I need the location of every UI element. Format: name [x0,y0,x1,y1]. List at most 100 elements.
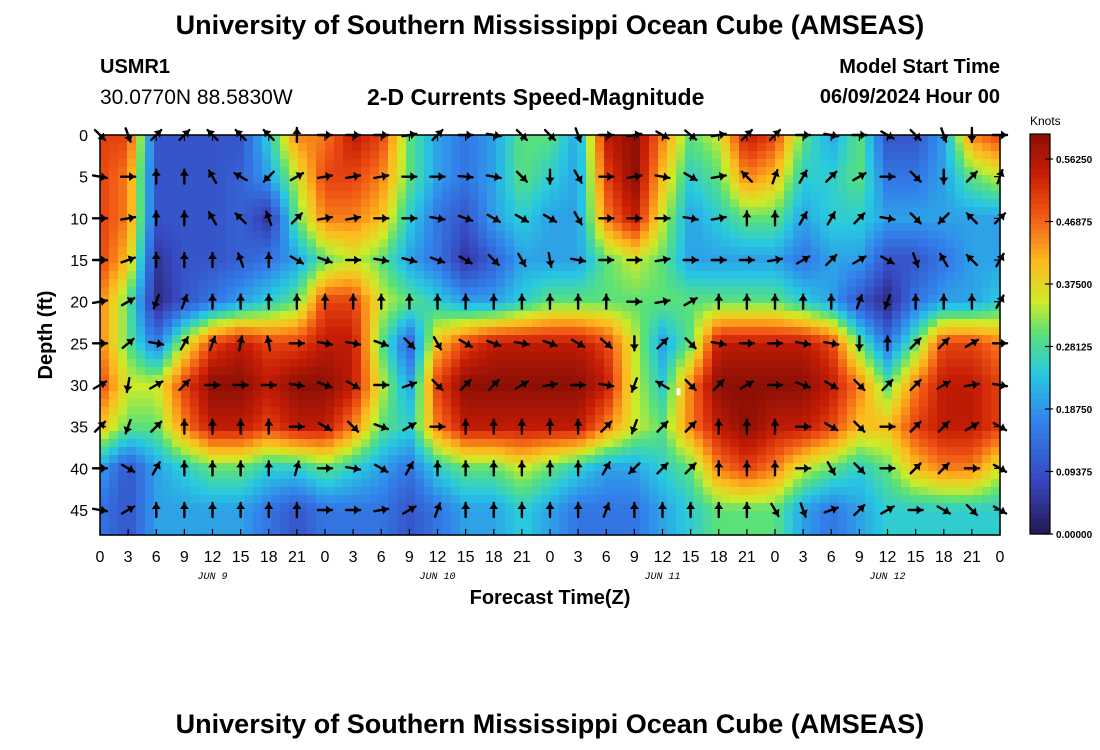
heatmap-cell [586,311,596,320]
heatmap-cell [451,231,461,240]
heatmap-cell [892,191,902,200]
heatmap-cell [262,143,272,152]
heatmap-cell [262,311,272,320]
heatmap-cell [937,231,947,240]
heatmap-cell [523,159,533,168]
heatmap-cell [424,199,434,208]
heatmap-cell [433,327,443,336]
heatmap-cell [154,487,164,496]
heatmap-cell [163,199,173,208]
heatmap-cell [856,287,866,296]
heatmap-cell [505,431,515,440]
heatmap-cell [253,143,263,152]
heatmap-cell [631,527,641,536]
heatmap-cell [343,351,353,360]
heatmap-cell [604,519,614,528]
heatmap-cell [199,231,209,240]
heatmap-cell [181,439,191,448]
heatmap-cell [325,207,335,216]
heatmap-cell [946,447,956,456]
heatmap-cell [334,271,344,280]
heatmap-cell [973,431,983,440]
heatmap-cell [595,495,605,504]
heatmap-cell [370,207,380,216]
heatmap-cell [469,511,479,520]
heatmap-cell [523,311,533,320]
heatmap-cell [550,511,560,520]
heatmap-cell [613,471,623,480]
heatmap-cell [775,471,785,480]
heatmap-cell [937,431,947,440]
heatmap-cell [604,391,614,400]
heatmap-cell [478,295,488,304]
heatmap-cell [397,295,407,304]
heatmap-cell [748,143,758,152]
heatmap-cell [721,367,731,376]
heatmap-cell [685,487,695,496]
heatmap-cell [226,143,236,152]
heatmap-cell [622,423,632,432]
heatmap-cell [793,159,803,168]
heatmap-cell [928,399,938,408]
heatmap-cell [586,287,596,296]
heatmap-cell [901,407,911,416]
heatmap-cell [280,447,290,456]
heatmap-cell [667,527,677,536]
heatmap-cell [181,327,191,336]
heatmap-cell [784,367,794,376]
heatmap-cell [127,279,137,288]
heatmap-cell [748,247,758,256]
heatmap-cell [514,319,524,328]
heatmap-cell [343,495,353,504]
heatmap-cell [568,183,578,192]
heatmap-cell [568,327,578,336]
heatmap-cell [586,191,596,200]
heatmap-cell [343,455,353,464]
heatmap-cell [964,143,974,152]
heatmap-cell [757,287,767,296]
heatmap-cell [496,311,506,320]
heatmap-cell [325,143,335,152]
heatmap-cell [730,319,740,328]
heatmap-cell [280,479,290,488]
heatmap-cell [424,383,434,392]
heatmap-cell [406,319,416,328]
heatmap-cell [487,471,497,480]
heatmap-cell [424,311,434,320]
heatmap-cell [298,375,308,384]
heatmap-cell [964,135,974,144]
heatmap-cell [352,271,362,280]
heatmap-cell [136,399,146,408]
heatmap-cell [919,167,929,176]
heatmap-cell [982,487,992,496]
heatmap-cell [595,423,605,432]
heatmap-cell [820,183,830,192]
heatmap-cell [118,495,128,504]
heatmap-cell [775,247,785,256]
heatmap-cell [496,487,506,496]
heatmap-cell [181,399,191,408]
heatmap-cell [478,423,488,432]
heatmap-cell [172,279,182,288]
heatmap-cell [442,351,452,360]
heatmap-cell [217,431,227,440]
heatmap-cell [460,183,470,192]
heatmap-cell [739,183,749,192]
heatmap-cell [253,479,263,488]
heatmap-cell [289,439,299,448]
heatmap-cell [496,207,506,216]
heatmap-cell [910,239,920,248]
heatmap-cell [991,151,1001,160]
heatmap-cell [199,527,209,536]
heatmap-cell [874,415,884,424]
heatmap-cell [343,423,353,432]
heatmap-cell [982,159,992,168]
heatmap-cell [208,159,218,168]
heatmap-cell [829,327,839,336]
heatmap-cell [712,327,722,336]
heatmap-cell [973,207,983,216]
heatmap-cell [541,479,551,488]
heatmap-cell [361,295,371,304]
heatmap-cell [289,351,299,360]
heatmap-cell [703,255,713,264]
